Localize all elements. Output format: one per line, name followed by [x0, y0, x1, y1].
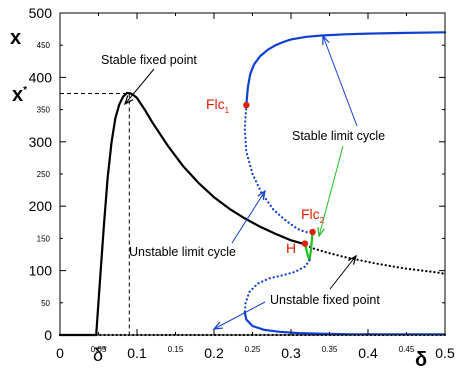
arrow-unstable-fp-upper-head	[347, 254, 358, 265]
y-tick-label-3: 150	[37, 234, 51, 243]
bifurcation-points	[243, 101, 316, 247]
flc2-label: Flc2	[301, 206, 325, 225]
annotation-unstable-fixed-point: Unstable fixed point	[270, 293, 380, 307]
flc1-sub: 1	[225, 106, 230, 115]
flc2-sub: 2	[320, 216, 325, 225]
arrow-stable-lc-small-shaft	[318, 145, 344, 237]
y-tick-label-8: 400	[29, 69, 53, 85]
axis-ticks	[59, 12, 446, 336]
x-star-sup: *	[23, 85, 27, 96]
x-star-label: x*	[12, 84, 27, 106]
y-tick-label-1: 50	[41, 299, 50, 308]
y-tick-label-4: 200	[29, 198, 53, 214]
annotation-arrows	[123, 34, 358, 330]
series-stable-lc-small	[303, 230, 314, 262]
y-tick-label-2: 100	[29, 263, 53, 279]
series-unstable-lc-upper	[243, 103, 314, 234]
annotation-stable-fixed-point: Stable fixed point	[101, 53, 197, 67]
flc1-label: Flc1	[206, 96, 230, 115]
hopf-label: H	[286, 240, 296, 256]
arrow-unstable-fp-lower-shaft	[213, 301, 266, 330]
series-stable-lc-upper	[245, 31, 447, 107]
series-unstable-fp	[301, 242, 447, 275]
x-tick-label-7: 0.35	[322, 345, 338, 354]
delta-star-label: δ*	[93, 345, 107, 365]
arrow-stable-fp-head	[123, 95, 134, 106]
point-hopf	[301, 240, 309, 247]
series-stable-fp-branch	[95, 91, 304, 337]
x-tick-label-5: 0.25	[245, 345, 261, 354]
x-star-main: x	[12, 84, 23, 106]
annotation-unstable-limit-cycle: Unstable limit cycle	[129, 245, 236, 259]
annotation-stable-limit-cycle: Stable limit cycle	[292, 129, 385, 143]
arrow-stable-lc-upper-shaft	[322, 35, 358, 127]
arrow-stable-lc-small-head	[317, 226, 325, 238]
y-axis-title: x	[10, 27, 21, 49]
point-flc1	[243, 101, 250, 109]
y-tick-label-7: 350	[37, 106, 51, 115]
arrow-unstable-fp-lower-head	[212, 321, 224, 330]
flc1-main: Flc	[206, 96, 225, 112]
x-axis-title: δ	[415, 349, 427, 371]
arrow-unstable-fp-upper-shaft	[329, 255, 357, 290]
arrow-stable-fp-shaft	[124, 68, 155, 105]
delta-star-main: δ	[93, 345, 103, 365]
y-tick-label-5: 250	[37, 170, 51, 179]
x-tick-label-1: 0.05	[91, 345, 107, 354]
arrow-unstable-lc-head	[257, 189, 266, 200]
guide-lines	[60, 93, 130, 335]
x-tick-label-3: 0.15	[168, 345, 184, 354]
x-tick-label-8: 0.4	[358, 345, 378, 361]
x-tick-label-9: 0.45	[399, 345, 415, 354]
y-tick-label-10: 500	[29, 5, 53, 21]
y-tick-label-6: 300	[29, 134, 53, 150]
series-stable-lc-lower	[243, 311, 447, 336]
x-tick-label-2: 0.1	[127, 345, 147, 361]
point-flc2	[309, 228, 316, 236]
y-tick-label-0: 0	[44, 327, 52, 343]
arrow-unstable-lc-shaft	[231, 190, 266, 244]
axis-tick-labels: 0 0.05 0.1 0.15 0.2 0.25 0.3 0.35 0.4 0.45 0.5 0 50 1…	[29, 5, 455, 361]
bifurcation-curves	[58, 31, 447, 337]
arrow-stable-lc-upper-head	[322, 34, 330, 46]
x-tick-label-10: 0.5	[435, 345, 455, 361]
x-tick-label-6: 0.3	[281, 345, 301, 361]
series-unstable-lc-lower	[243, 259, 311, 314]
x-tick-label-0: 0	[56, 345, 64, 361]
x-tick-label-4: 0.2	[204, 345, 224, 361]
y-tick-label-9: 450	[37, 41, 51, 50]
flc2-main: Flc	[301, 206, 320, 222]
delta-star-sup: *	[103, 345, 107, 356]
